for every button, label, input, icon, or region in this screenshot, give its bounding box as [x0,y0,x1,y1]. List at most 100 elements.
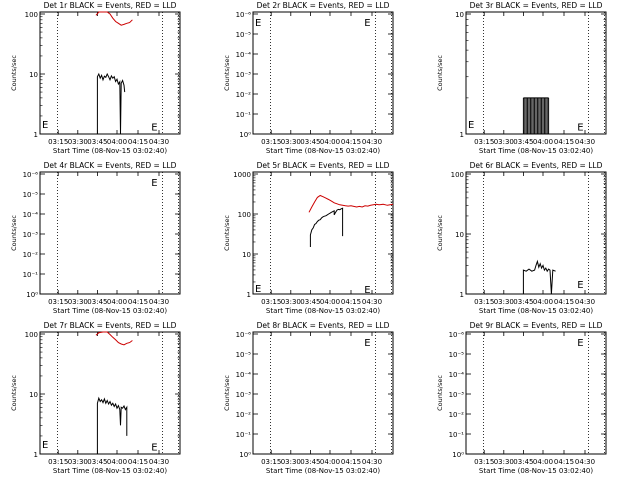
x-tick-label: 03:45 [87,138,107,146]
x-tick-label: 03:30 [494,458,514,466]
y-tick-label: 10⁻³ [449,391,465,399]
plot-frame [252,331,394,455]
y-axis-label: Counts/sec [10,375,18,411]
x-tick-label: 03:15 [474,298,494,306]
panel-title: Det 7r BLACK = Events, RED = LLD [44,321,177,330]
x-tick-label: 04:15 [341,298,361,306]
y-tick-label: 1 [460,131,464,139]
panel-title: Det 5r BLACK = Events, RED = LLD [257,161,390,170]
y-tick-label: 10⁻⁵ [449,351,465,359]
y-tick-label: 10⁻⁵ [236,31,252,39]
x-tick-label: 04:00 [320,298,340,306]
panel-title: Det 3r BLACK = Events, RED = LLD [470,1,603,10]
x-tick-label: 03:15 [474,138,494,146]
y-tick-label: 10⁻⁴ [236,371,252,379]
x-tick-label: 04:15 [554,138,574,146]
x-axis-label: Start Time (08-Nov-15 03:02:40) [266,307,380,315]
x-tick-label: 03:30 [281,458,301,466]
x-axis-label: Start Time (08-Nov-15 03:02:40) [479,147,593,155]
plot-frame [252,171,394,295]
event-marker-label: E [151,443,157,454]
y-tick-label: 1 [460,291,464,299]
y-tick-label: 10⁰ [452,451,464,459]
y-tick-label: 1 [34,451,38,459]
y-tick-label: 10 [242,251,251,259]
x-tick-label: 04:15 [128,458,148,466]
x-tick-label: 04:15 [128,298,148,306]
y-tick-label: 10⁻⁵ [236,351,252,359]
y-tick-label: 10⁻¹ [236,111,252,119]
x-tick-label: 04:15 [341,138,361,146]
panel-title: Det 6r BLACK = Events, RED = LLD [470,161,603,170]
y-tick-label: 10⁻¹ [23,271,39,279]
y-tick-label: 100 [25,11,38,19]
y-tick-label: 1 [34,131,38,139]
x-tick-label: 03:45 [300,138,320,146]
panel-title: Det 2r BLACK = Events, RED = LLD [257,1,390,10]
x-tick-label: 03:45 [87,298,107,306]
x-tick-label: 03:15 [48,138,68,146]
panel-6: Det 6r BLACK = Events, RED = LLD 03:15 03:… [436,161,607,315]
lld-series-line [95,11,133,26]
x-tick-label: 04:15 [128,138,148,146]
x-tick-label: 03:30 [281,138,301,146]
y-tick-label: 10⁻² [23,251,39,259]
plot-frame [39,331,181,455]
event-marker-label: E [364,285,370,296]
x-tick-label: 04:30 [149,458,169,466]
y-tick-label: 1000 [233,171,251,179]
panel-title: Det 4r BLACK = Events, RED = LLD [44,161,177,170]
plot-frame [465,331,607,455]
x-tick-label: 03:45 [300,458,320,466]
events-series-line [522,259,556,295]
y-axis-label: Counts/sec [10,215,18,251]
x-axis-label: Start Time (08-Nov-15 03:02:40) [53,147,167,155]
y-axis-label: Counts/sec [223,375,231,411]
y-tick-label: 10⁻³ [23,231,39,239]
y-tick-label: 1 [247,291,251,299]
x-tick-label: 04:15 [554,458,574,466]
x-tick-label: 04:00 [533,298,553,306]
y-tick-label: 10⁻⁴ [236,51,252,59]
y-tick-label: 10⁻⁶ [236,331,252,339]
plot-frame [39,11,181,135]
y-tick-label: 10⁻³ [236,391,252,399]
y-tick-label: 10 [455,11,464,19]
y-axis-label: Counts/sec [10,55,18,91]
x-tick-label: 04:00 [533,138,553,146]
plot-frame [465,171,607,295]
event-marker-label: E [255,284,261,295]
x-axis-label: Start Time (08-Nov-15 03:02:40) [266,147,380,155]
x-tick-label: 03:15 [48,298,68,306]
y-tick-label: 10 [29,71,38,79]
lld-series-line [95,331,133,346]
x-tick-label: 04:00 [320,138,340,146]
panel-title: Det 9r BLACK = Events, RED = LLD [470,321,603,330]
event-marker-label: E [364,338,370,349]
events-series-line [309,207,344,247]
x-tick-label: 04:30 [575,298,595,306]
x-axis-label: Start Time (08-Nov-15 03:02:40) [479,467,593,475]
x-tick-label: 04:00 [107,298,127,306]
y-tick-label: 10⁰ [26,291,38,299]
y-tick-label: 10⁻⁴ [23,211,39,219]
x-axis-label: Start Time (08-Nov-15 03:02:40) [53,307,167,315]
y-tick-label: 100 [451,171,464,179]
x-tick-label: 03:45 [513,298,533,306]
plot-frame [39,171,181,295]
event-marker-label: E [255,18,261,29]
x-tick-label: 03:45 [87,458,107,466]
y-tick-label: 10⁻² [236,411,252,419]
x-tick-label: 03:45 [300,298,320,306]
y-tick-label: 10⁻⁶ [23,171,39,179]
y-tick-label: 10 [29,391,38,399]
event-marker-label: E [468,120,474,131]
x-tick-label: 04:30 [362,458,382,466]
event-marker-label: E [364,18,370,29]
y-tick-label: 10⁻⁴ [449,371,465,379]
